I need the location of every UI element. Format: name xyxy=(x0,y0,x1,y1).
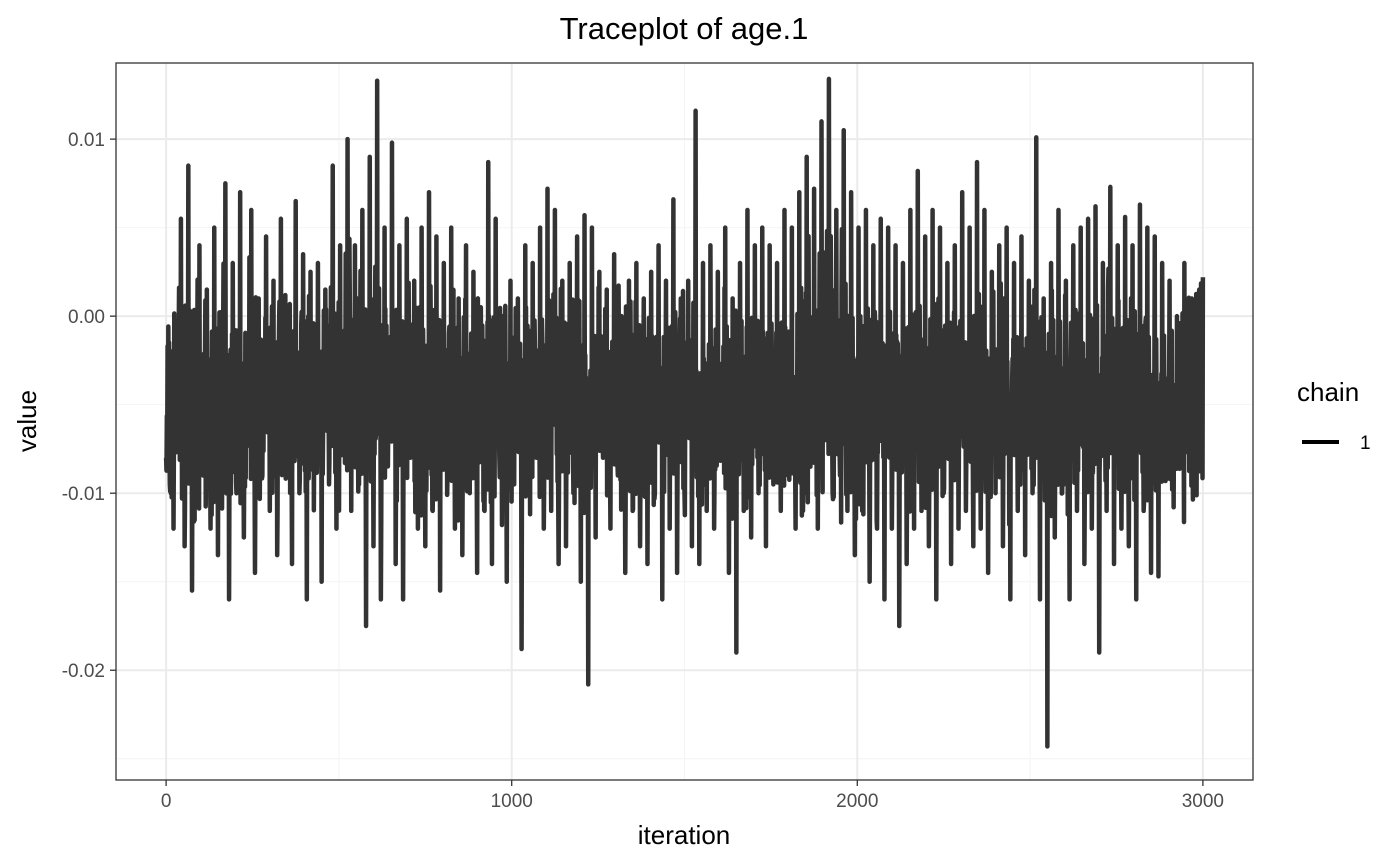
x-axis-title: iteration xyxy=(638,820,731,850)
y-tick-label: -0.02 xyxy=(62,661,105,682)
series-line-group xyxy=(163,76,1206,749)
panel-border xyxy=(115,62,1254,781)
series-line-chain-1 xyxy=(163,76,1206,749)
y-tick-label: 0.01 xyxy=(68,130,105,151)
legend: chain 1 xyxy=(1297,377,1371,454)
legend-entry-label: 1 xyxy=(1360,433,1371,454)
y-tick-label: 0.00 xyxy=(68,307,105,328)
chart-title: Traceplot of age.1 xyxy=(560,11,809,46)
x-tick-label: 0 xyxy=(161,791,172,812)
x-tick-label: 2000 xyxy=(836,791,878,812)
legend-title: chain xyxy=(1297,377,1359,407)
x-tick-label: 1000 xyxy=(491,791,533,812)
y-axis-title: value xyxy=(12,390,42,452)
axis-ticks: 0 1000 2000 3000 0.01 0.00 -0.01 -0.02 xyxy=(62,130,1224,812)
y-tick-label: -0.01 xyxy=(62,484,105,505)
x-tick-label: 3000 xyxy=(1182,791,1224,812)
